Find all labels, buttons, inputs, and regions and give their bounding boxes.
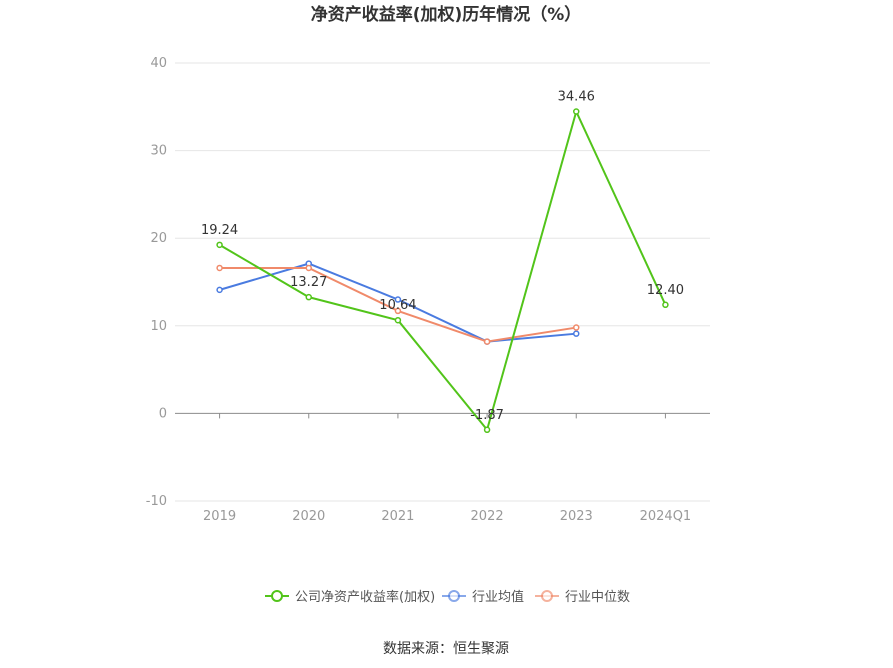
data-label: 12.40	[647, 283, 684, 298]
series-line-0	[219, 110, 667, 431]
legend-item[interactable]: 行业中位数	[535, 590, 630, 605]
y-tick-label: 40	[150, 56, 167, 71]
data-point[interactable]	[216, 241, 223, 249]
data-label: 34.46	[558, 90, 595, 105]
y-tick-label: 10	[150, 319, 167, 334]
series-layer	[216, 108, 669, 434]
data-label: 10.64	[379, 298, 416, 313]
data-point[interactable]	[662, 301, 669, 309]
data-point[interactable]	[573, 108, 580, 115]
legend-marker-icon	[448, 590, 460, 602]
legend-label: 公司净资产收益率(加权)	[295, 589, 435, 605]
data-label: 19.24	[201, 223, 238, 238]
x-tick-label: 2022	[471, 509, 504, 524]
legend-marker-icon	[541, 590, 553, 602]
data-point[interactable]	[216, 264, 223, 272]
data-point[interactable]	[573, 330, 580, 337]
x-tick-label: 2024Q1	[640, 509, 692, 524]
data-point[interactable]	[305, 264, 312, 272]
x-tick-label: 2023	[560, 509, 593, 524]
data-point[interactable]	[394, 316, 402, 324]
x-tick-label: 2020	[292, 509, 325, 524]
data-point[interactable]	[483, 426, 491, 434]
y-tick-label: -10	[146, 494, 167, 509]
y-tick-label: 30	[150, 144, 167, 159]
data-point[interactable]	[483, 338, 491, 345]
data-point[interactable]	[216, 286, 223, 294]
legend-label: 行业均值	[472, 589, 524, 605]
y-axis: 40 30 20 10 0 -10	[146, 56, 167, 509]
source-note: 数据来源：恒生聚源	[383, 641, 509, 657]
data-labels: 19.24 13.27 10.64 -1.87 34.46 12.40	[201, 90, 684, 423]
x-axis: 2019 2020 2021 2022 2023 2024Q1	[203, 413, 691, 524]
y-tick-label: 0	[159, 406, 167, 421]
data-label: -1.87	[470, 408, 504, 423]
legend[interactable]: 公司净资产收益率(加权) 行业均值 行业中位数	[265, 589, 630, 605]
legend-item[interactable]: 行业均值	[442, 589, 524, 605]
data-point[interactable]	[573, 324, 580, 331]
legend-label: 行业中位数	[565, 590, 630, 605]
y-tick-label: 20	[150, 231, 167, 246]
data-point[interactable]	[394, 296, 402, 303]
data-point[interactable]	[305, 293, 312, 301]
data-label: 13.27	[290, 275, 327, 290]
x-tick-label: 2021	[381, 509, 414, 524]
legend-item[interactable]: 公司净资产收益率(加权)	[265, 589, 435, 605]
x-tick-label: 2019	[203, 509, 236, 524]
data-point[interactable]	[394, 307, 402, 315]
legend-marker-icon	[271, 590, 283, 602]
grid	[175, 62, 710, 502]
chart-title: 净资产收益率(加权)历年情况（%）	[311, 4, 582, 25]
